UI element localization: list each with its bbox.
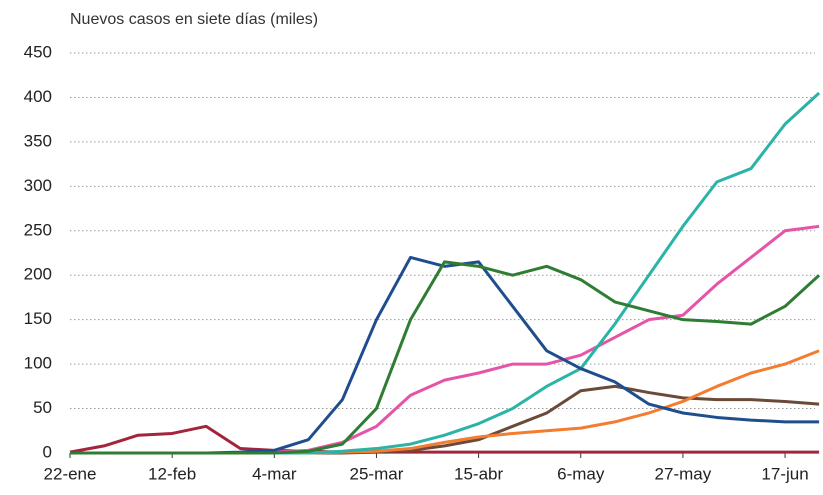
- y-tick-label: 200: [24, 265, 52, 284]
- y-tick-label: 450: [24, 42, 52, 61]
- y-tick-label: 0: [43, 442, 52, 461]
- y-tick-label: 300: [24, 176, 52, 195]
- y-tick-label: 350: [24, 131, 52, 150]
- y-tick-label: 100: [24, 354, 52, 373]
- x-tick-label: 27-may: [655, 464, 712, 483]
- x-tick-label: 25-mar: [350, 464, 404, 483]
- x-tick-label: 22-ene: [44, 464, 97, 483]
- y-tick-label: 50: [33, 398, 52, 417]
- x-tick-label: 4-mar: [252, 464, 297, 483]
- x-tick-label: 6-may: [557, 464, 605, 483]
- y-tick-label: 400: [24, 87, 52, 106]
- y-tick-label: 250: [24, 220, 52, 239]
- series-line: [70, 349, 820, 455]
- x-tick-label: 15-abr: [454, 464, 503, 483]
- series-line: [70, 224, 820, 455]
- series-line: [70, 255, 820, 455]
- y-tick-label: 150: [24, 309, 52, 328]
- chart-title: Nuevos casos en siete días (miles): [70, 11, 318, 28]
- x-tick-label: 12-feb: [148, 464, 196, 483]
- series-line: [70, 260, 821, 455]
- series-line: [69, 424, 820, 454]
- x-tick-label: 17-jun: [761, 464, 808, 483]
